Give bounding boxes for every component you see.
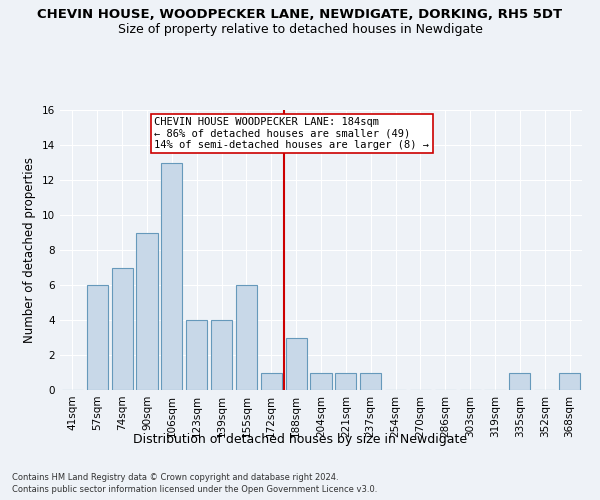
Bar: [161, 162, 182, 390]
Bar: [286, 338, 307, 390]
Bar: [310, 372, 332, 390]
Bar: [112, 268, 133, 390]
Bar: [335, 372, 356, 390]
Bar: [186, 320, 207, 390]
Bar: [87, 285, 108, 390]
Text: CHEVIN HOUSE, WOODPECKER LANE, NEWDIGATE, DORKING, RH5 5DT: CHEVIN HOUSE, WOODPECKER LANE, NEWDIGATE…: [37, 8, 563, 20]
Bar: [509, 372, 530, 390]
Bar: [236, 285, 257, 390]
Bar: [211, 320, 232, 390]
Bar: [360, 372, 381, 390]
Bar: [136, 232, 158, 390]
Text: Contains public sector information licensed under the Open Government Licence v3: Contains public sector information licen…: [12, 485, 377, 494]
Text: CHEVIN HOUSE WOODPECKER LANE: 184sqm
← 86% of detached houses are smaller (49)
1: CHEVIN HOUSE WOODPECKER LANE: 184sqm ← 8…: [154, 117, 430, 150]
Text: Distribution of detached houses by size in Newdigate: Distribution of detached houses by size …: [133, 432, 467, 446]
Text: Contains HM Land Registry data © Crown copyright and database right 2024.: Contains HM Land Registry data © Crown c…: [12, 472, 338, 482]
Y-axis label: Number of detached properties: Number of detached properties: [23, 157, 37, 343]
Bar: [261, 372, 282, 390]
Bar: [559, 372, 580, 390]
Text: Size of property relative to detached houses in Newdigate: Size of property relative to detached ho…: [118, 22, 482, 36]
